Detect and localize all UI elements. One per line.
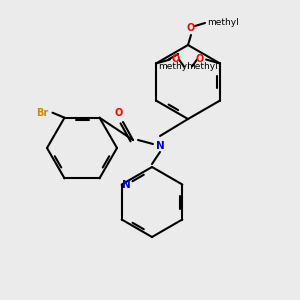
Text: N: N xyxy=(156,141,164,151)
Text: methyl: methyl xyxy=(207,19,239,28)
Text: methyl: methyl xyxy=(158,62,190,71)
Text: Br: Br xyxy=(36,108,49,118)
Text: O: O xyxy=(115,108,123,118)
Text: O: O xyxy=(187,23,195,33)
Text: N: N xyxy=(122,179,131,190)
Text: O: O xyxy=(172,55,180,64)
Text: methyl: methyl xyxy=(186,62,218,71)
Text: O: O xyxy=(196,55,204,64)
